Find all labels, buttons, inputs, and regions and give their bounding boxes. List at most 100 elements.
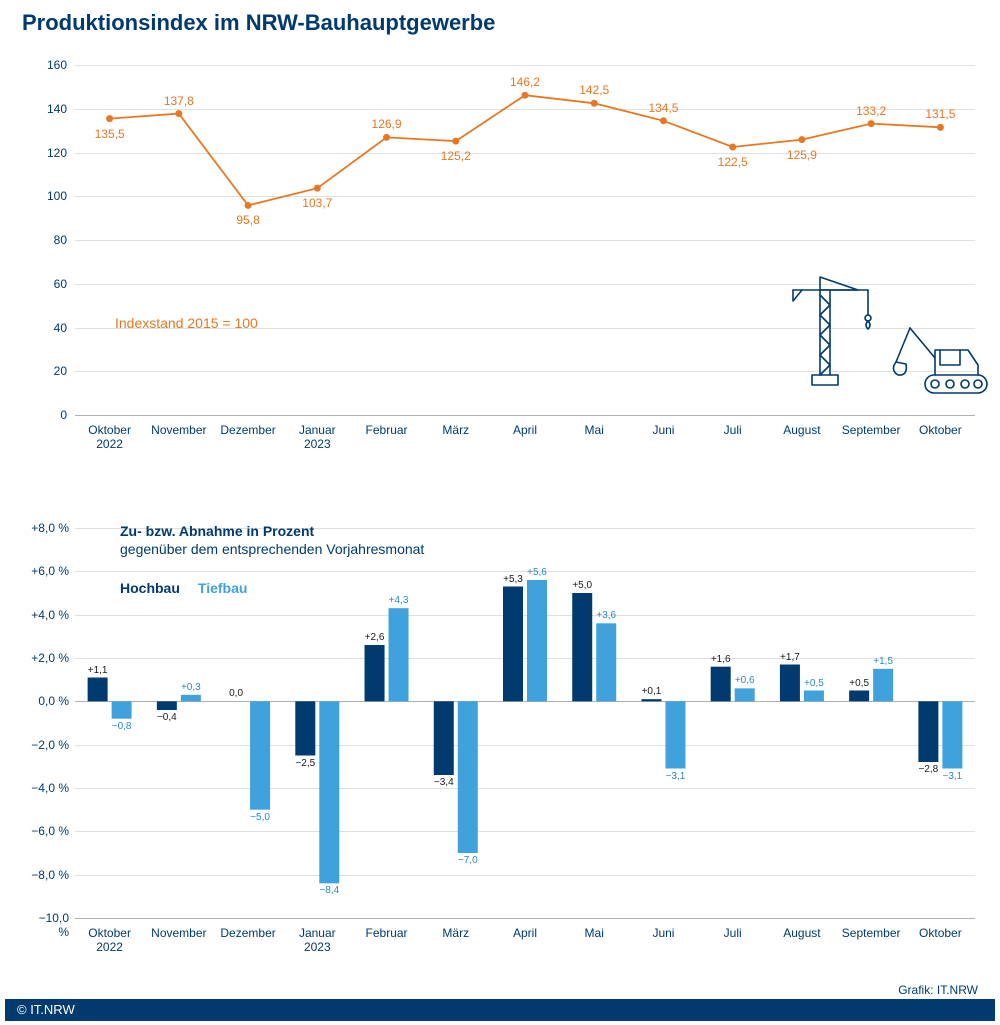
bar-value-label: −5,0 <box>250 812 270 823</box>
bar <box>389 608 409 701</box>
line-marker <box>660 117 667 124</box>
bar-value-label: −0,4 <box>157 712 177 723</box>
x-tick-label: September <box>842 926 901 940</box>
bar <box>503 587 523 702</box>
x-tick-label: Mai <box>585 423 604 437</box>
line-value-label: 125,9 <box>787 148 817 162</box>
bar <box>641 699 661 701</box>
excavator-icon <box>890 320 990 400</box>
x-tick-label: Dezember <box>220 926 275 940</box>
legend-item: Hochbau <box>120 580 180 596</box>
line-value-label: 146,2 <box>510 75 540 89</box>
x-tick-label: Oktober 2022 <box>88 423 131 452</box>
line-value-label: 125,2 <box>441 149 471 163</box>
line-marker <box>175 110 182 117</box>
bar <box>873 669 893 702</box>
x-tick-label: November <box>151 926 206 940</box>
bar-value-label: +5,6 <box>527 567 547 578</box>
bar-chart-subtitle: Zu- bzw. Abnahme in Prozent gegenüber de… <box>120 522 424 558</box>
bar <box>596 623 616 701</box>
bar <box>319 701 339 883</box>
x-tick-label: Oktober <box>919 423 962 437</box>
x-tick-label: August <box>783 423 820 437</box>
bar <box>88 678 108 702</box>
line-marker <box>383 134 390 141</box>
line-value-label: 103,7 <box>302 196 332 210</box>
bar <box>250 701 270 809</box>
line-value-label: 131,5 <box>925 107 955 121</box>
x-tick-label: Februar <box>366 423 408 437</box>
bar-value-label: +5,0 <box>572 580 592 591</box>
line-marker <box>729 144 736 151</box>
line-marker <box>591 100 598 107</box>
crane-icon <box>790 275 880 395</box>
legend-item: Tiefbau <box>198 580 248 596</box>
x-tick-label: Juli <box>724 423 742 437</box>
bar <box>780 665 800 702</box>
bar-value-label: −3,1 <box>666 771 686 782</box>
x-tick-label: Juni <box>652 926 674 940</box>
x-tick-label: März <box>442 926 469 940</box>
bar-value-label: −2,5 <box>295 758 315 769</box>
line-marker <box>452 138 459 145</box>
index-baseline-note: Indexstand 2015 = 100 <box>115 315 258 331</box>
bar-value-label: +1,1 <box>88 665 108 676</box>
line-value-label: 133,2 <box>856 104 886 118</box>
bar <box>849 691 869 702</box>
bar <box>434 701 454 775</box>
bar-value-label: +3,6 <box>596 610 616 621</box>
line-value-label: 134,5 <box>648 101 678 115</box>
line-marker <box>937 124 944 131</box>
bar-value-label: +4,3 <box>389 595 409 606</box>
bar-value-label: +5,3 <box>503 574 523 585</box>
bar <box>458 701 478 853</box>
bar <box>665 701 685 768</box>
bar <box>295 701 315 755</box>
x-tick-label: Mai <box>585 926 604 940</box>
line-marker <box>522 92 529 99</box>
x-tick-label: April <box>513 926 537 940</box>
line-marker <box>245 202 252 209</box>
bar <box>112 701 132 718</box>
x-tick-label: Januar 2023 <box>299 926 336 955</box>
bar-value-label: −3,4 <box>434 777 454 788</box>
bar <box>181 695 201 702</box>
line-value-label: 95,8 <box>236 213 259 227</box>
bar-value-label: −0,8 <box>112 721 132 732</box>
bar <box>527 580 547 701</box>
x-tick-label: Februar <box>366 926 408 940</box>
x-tick-label: März <box>442 423 469 437</box>
bar-value-label: +1,5 <box>873 656 893 667</box>
bar-value-label: 0,0 <box>229 688 243 699</box>
line-value-label: 142,5 <box>579 83 609 97</box>
bar-value-label: +1,6 <box>711 654 731 665</box>
line-value-label: 126,9 <box>372 117 402 131</box>
x-tick-label: Juni <box>652 423 674 437</box>
x-tick-label: November <box>151 423 206 437</box>
line-marker <box>106 115 113 122</box>
bar <box>942 701 962 768</box>
line-value-label: 122,5 <box>718 155 748 169</box>
x-tick-label: August <box>783 926 820 940</box>
bar <box>804 691 824 702</box>
line-value-label: 135,5 <box>95 127 125 141</box>
bar <box>918 701 938 762</box>
x-tick-label: September <box>842 423 901 437</box>
page-title: Produktionsindex im NRW-Bauhauptgewerbe <box>22 10 495 36</box>
bar-value-label: +1,7 <box>780 652 800 663</box>
bar <box>735 688 755 701</box>
x-tick-label: April <box>513 423 537 437</box>
bar-value-label: +0,3 <box>181 682 201 693</box>
graphic-credit: Grafik: IT.NRW <box>898 983 978 997</box>
bar <box>711 667 731 702</box>
line-marker <box>868 120 875 127</box>
x-tick-label: Dezember <box>220 423 275 437</box>
x-tick-label: Oktober 2022 <box>88 926 131 955</box>
bar-value-label: +0,5 <box>849 678 869 689</box>
bar-value-label: +0,6 <box>735 675 755 686</box>
bar-value-label: −7,0 <box>458 855 478 866</box>
bar-value-label: +0,1 <box>642 686 662 697</box>
footer-bar: © IT.NRW <box>5 999 995 1021</box>
x-tick-label: Januar 2023 <box>299 423 336 452</box>
bar <box>572 593 592 701</box>
